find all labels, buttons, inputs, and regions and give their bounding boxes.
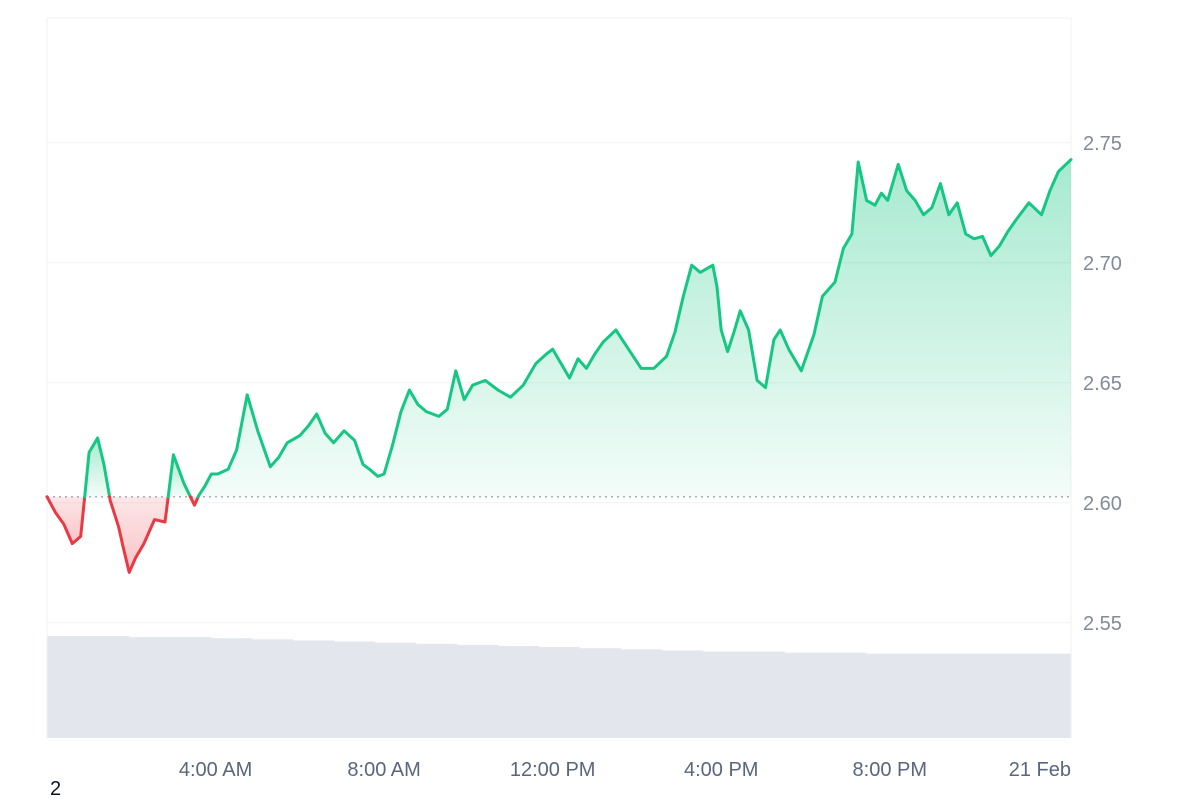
y-tick-label: 2.70 (1083, 253, 1122, 275)
y-tick-label: 2.55 (1083, 613, 1122, 635)
x-tick-label: 8:00 PM (853, 759, 927, 781)
area-above-baseline (198, 160, 1071, 497)
volume-bar (907, 654, 949, 738)
y-axis: 2.55 2.60 2.65 2.70 2.75 (1083, 133, 1122, 635)
x-tick-label: 8:00 AM (347, 759, 420, 781)
x-tick-label: 4:00 AM (179, 759, 252, 781)
x-tick-label: 12:00 PM (510, 759, 596, 781)
volume-bar (375, 643, 417, 738)
area-below-baseline (110, 497, 169, 573)
x-tick-label: 21 Feb (1009, 759, 1071, 781)
volume-bar (825, 653, 867, 738)
volume-bars (47, 636, 1072, 738)
volume-bar (989, 654, 1031, 738)
volume-bar (948, 654, 990, 738)
volume-bar (539, 647, 581, 738)
volume-bar (1030, 654, 1072, 738)
volume-bar (252, 639, 294, 738)
volume-bar (784, 653, 826, 738)
volume-bar (334, 642, 376, 738)
x-tick-label: 4:00 PM (684, 759, 758, 781)
y-tick-label: 2.65 (1083, 373, 1122, 395)
volume-bar (211, 638, 253, 738)
y-tick-label: 2.60 (1083, 493, 1122, 515)
volume-bar (866, 654, 908, 738)
volume-bar (416, 644, 458, 738)
volume-bar (129, 637, 171, 738)
volume-bar (702, 652, 744, 738)
volume-bar (293, 640, 335, 738)
volume-bar (47, 636, 89, 738)
volume-bar (88, 636, 130, 738)
corner-label: 2 (50, 778, 61, 801)
volume-bar (743, 652, 785, 738)
area-fills (47, 160, 1071, 573)
volume-bar (661, 650, 703, 738)
volume-bar (579, 648, 621, 738)
volume-bar (170, 637, 212, 738)
volume-bar (457, 645, 499, 738)
y-tick-label: 2.75 (1083, 133, 1122, 155)
volume-bar (620, 649, 662, 738)
x-axis: 4:00 AM 8:00 AM 12:00 PM 4:00 PM 8:00 PM 21 F… (179, 759, 1071, 781)
volume-bar (498, 646, 540, 738)
